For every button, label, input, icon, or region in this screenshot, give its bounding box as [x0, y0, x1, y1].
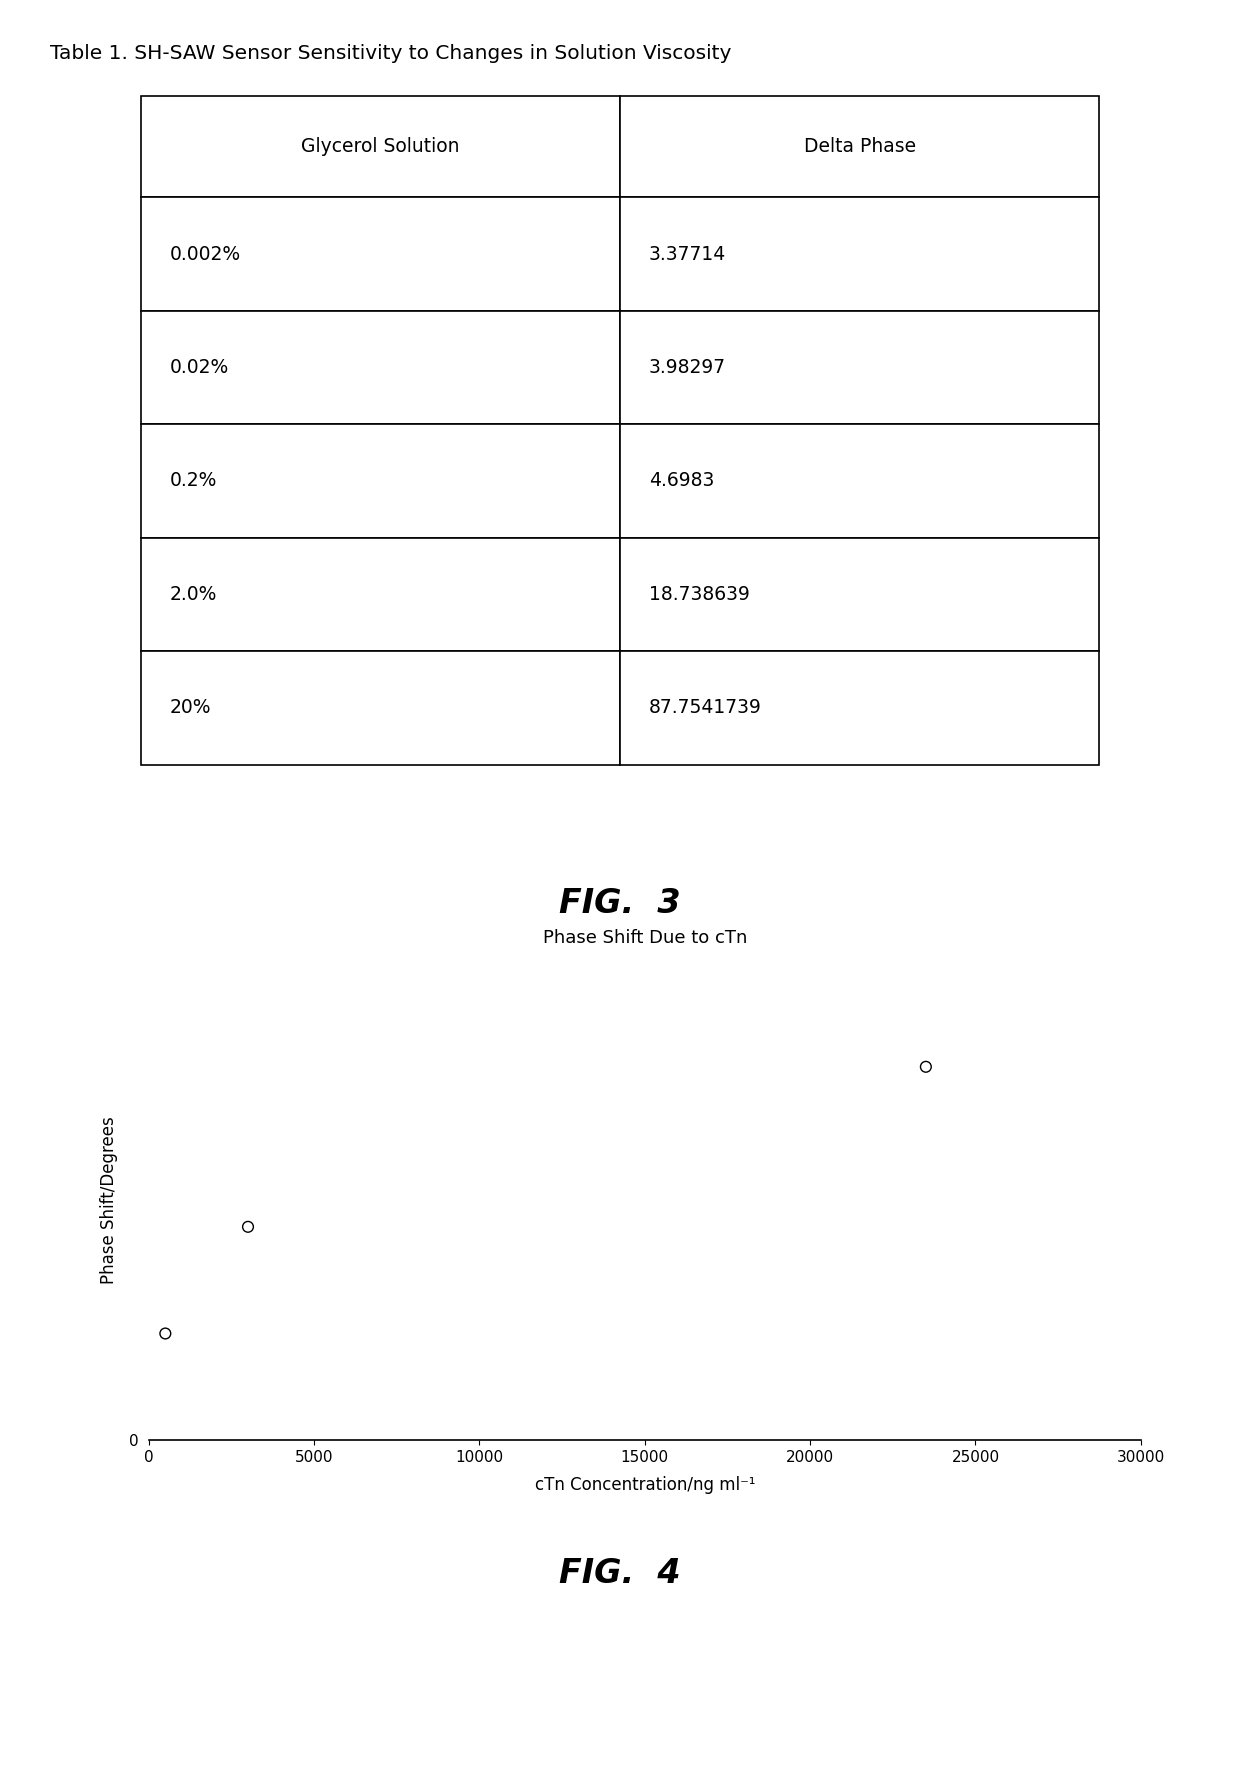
Text: FIG.  4: FIG. 4: [559, 1558, 681, 1590]
Point: [916, 1053, 936, 1081]
X-axis label: cTn Concentration/ng ml⁻¹: cTn Concentration/ng ml⁻¹: [534, 1476, 755, 1494]
Y-axis label: Phase Shift/Degrees: Phase Shift/Degrees: [100, 1117, 118, 1284]
Text: FIG.  3: FIG. 3: [559, 887, 681, 919]
Title: Phase Shift Due to cTn: Phase Shift Due to cTn: [543, 930, 746, 948]
Point: [155, 1319, 175, 1348]
Point: [238, 1213, 258, 1241]
Text: Table 1. SH-SAW Sensor Sensitivity to Changes in Solution Viscosity: Table 1. SH-SAW Sensor Sensitivity to Ch…: [50, 44, 730, 64]
